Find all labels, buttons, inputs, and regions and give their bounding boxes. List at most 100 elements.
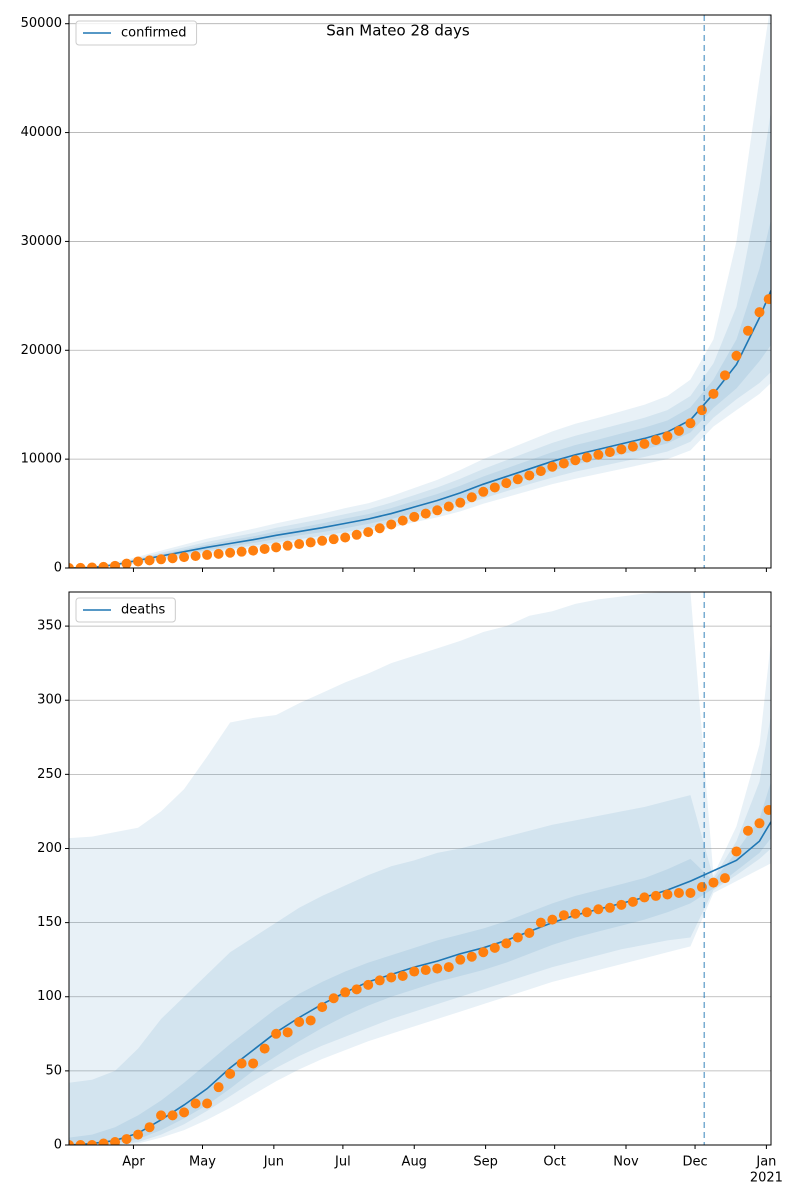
observed-point [156, 554, 167, 565]
observed-point [236, 546, 247, 557]
observed-point [144, 1122, 155, 1133]
observed-point [259, 543, 270, 554]
model-line [69, 821, 771, 1145]
y-tick-label: 150 [37, 915, 62, 930]
legend: deaths [75, 597, 176, 623]
observed-point [455, 954, 466, 965]
observed-point [271, 1028, 282, 1039]
y-tick-label: 100 [37, 989, 62, 1004]
observed-point [144, 555, 155, 566]
observed-point [535, 466, 546, 477]
observed-point [179, 1107, 190, 1118]
observed-point [69, 563, 74, 568]
observed-point [202, 1098, 213, 1109]
y-tick-label: 50 [45, 1063, 62, 1078]
observed-point [570, 908, 581, 919]
observed-point [535, 917, 546, 928]
confidence-band [69, 781, 771, 1145]
observed-point [455, 497, 466, 508]
x-tick-label: Dec [682, 1155, 707, 1170]
x-tick-label: Aug [402, 1155, 427, 1170]
observed-point [639, 438, 650, 449]
x-tick-label: Jan [755, 1155, 776, 1170]
observed-point [685, 418, 696, 429]
observed-point [363, 527, 374, 538]
observed-point [409, 966, 420, 977]
observed-point [524, 470, 535, 481]
observed-point [213, 1082, 224, 1093]
x-offset-label: 2021 [750, 1171, 783, 1186]
legend-box [75, 597, 176, 623]
confidence-band [69, 15, 771, 568]
observed-point [213, 548, 224, 559]
confidence-band [69, 592, 771, 1145]
observed-point [397, 515, 408, 526]
observed-point [374, 523, 385, 534]
observed-point [98, 1138, 109, 1145]
observed-point [87, 562, 98, 568]
observed-point [420, 965, 431, 976]
x-tick-label: Oct [543, 1155, 565, 1170]
observed-point [75, 1140, 86, 1145]
observed-point [87, 1140, 98, 1145]
legend: confirmed [75, 20, 198, 46]
observed-point [478, 947, 489, 958]
observed-point [190, 1098, 201, 1109]
observed-point [742, 825, 753, 836]
observed-point [202, 549, 213, 560]
observed-point [650, 890, 661, 901]
observed-point [328, 534, 339, 545]
observed-point [121, 1134, 132, 1145]
observed-point [673, 887, 684, 898]
observed-point [742, 325, 753, 336]
observed-point [282, 540, 293, 551]
observed-point [98, 561, 109, 568]
legend-box [75, 20, 198, 46]
observed-point [593, 449, 604, 460]
axes-frame [68, 591, 772, 1146]
observed-point [75, 562, 86, 568]
observed-point [558, 910, 569, 921]
observed-point [351, 984, 362, 995]
x-tick-label: Sep [473, 1155, 498, 1170]
observed-point [133, 1129, 144, 1140]
observed-point [627, 441, 638, 452]
observed-point [386, 519, 397, 530]
observed-point [351, 529, 362, 540]
observed-point [593, 904, 604, 915]
observed-point [512, 474, 523, 485]
y-tick-label: 0 [54, 561, 62, 576]
observed-point [639, 892, 650, 903]
y-tick-label: 30000 [21, 234, 62, 249]
observed-point [662, 889, 673, 900]
observed-point [236, 1058, 247, 1069]
y-tick-label: 200 [37, 841, 62, 856]
observed-point [167, 1110, 178, 1121]
legend-label: deaths [121, 603, 166, 618]
observed-point [225, 547, 236, 558]
observed-point [340, 532, 351, 543]
observed-point [731, 350, 742, 361]
observed-point [432, 505, 443, 516]
observed-point [650, 435, 661, 446]
observed-point [386, 972, 397, 983]
observed-point [696, 405, 707, 416]
observed-point [581, 452, 592, 463]
observed-point [374, 975, 385, 986]
plot-area [69, 592, 771, 1145]
legend-label: confirmed [121, 26, 187, 41]
x-tick-label: May [189, 1155, 216, 1170]
observed-point [225, 1068, 236, 1079]
observed-point [409, 511, 420, 522]
observed-point [294, 1016, 305, 1027]
observed-point [340, 987, 351, 998]
observed-point [305, 537, 316, 548]
observed-point [604, 447, 615, 458]
observed-point [317, 1002, 328, 1013]
model-line [69, 290, 771, 568]
observed-point [363, 979, 374, 990]
confidence-band [69, 715, 771, 1145]
observed-point [190, 551, 201, 562]
